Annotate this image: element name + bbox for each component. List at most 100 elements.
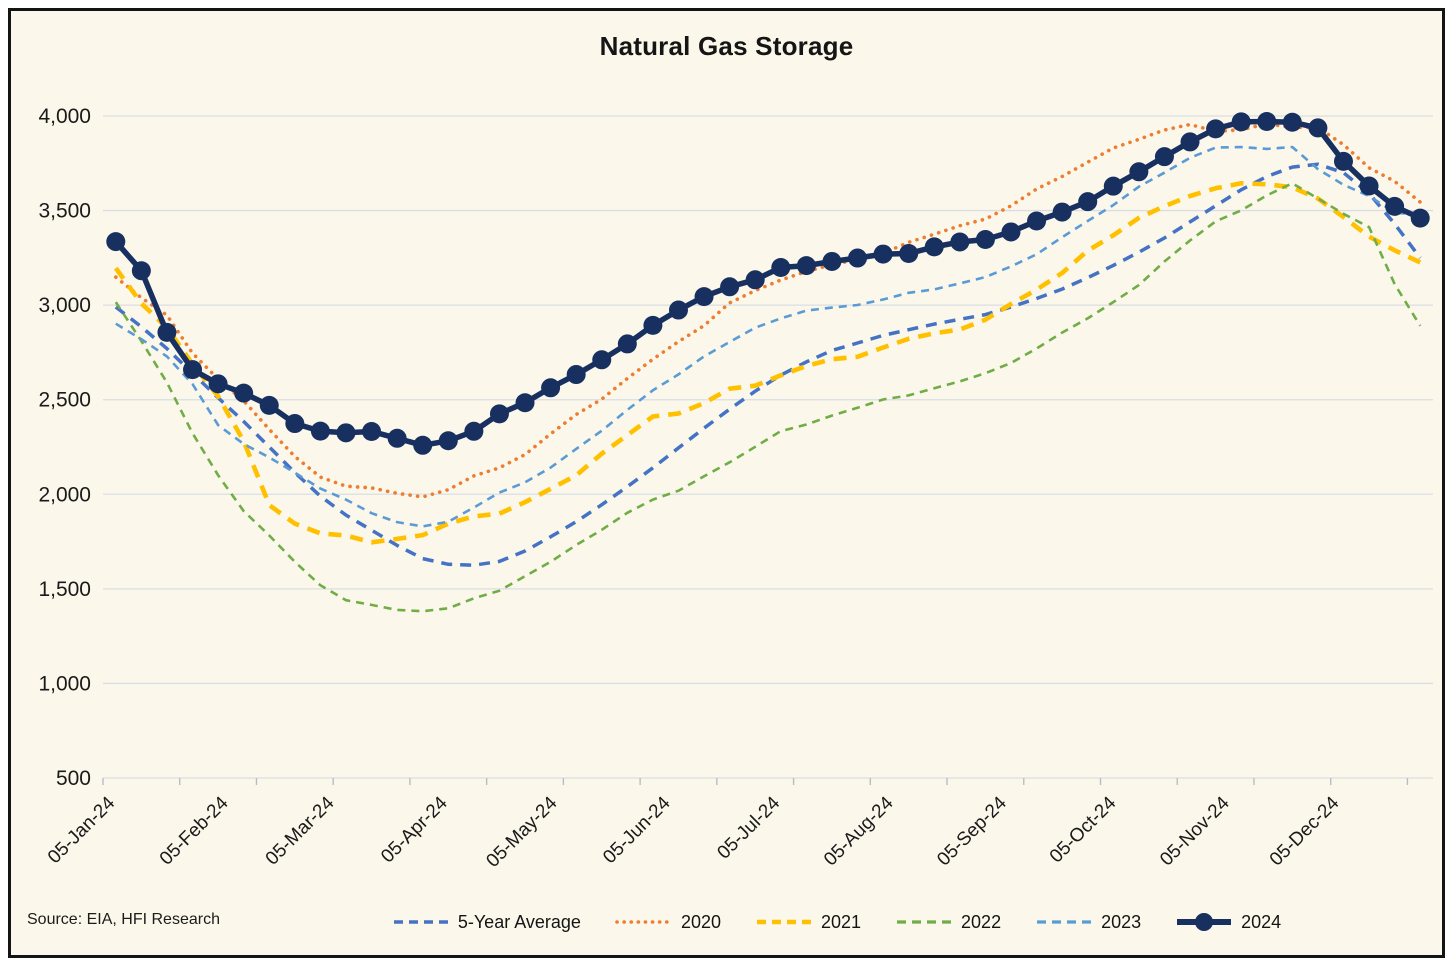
data-point-marker	[1027, 211, 1047, 231]
data-point-marker	[1333, 151, 1353, 171]
x-tick-label: 05-Sep-24	[933, 792, 1011, 870]
series-line	[115, 145, 1421, 528]
legend-label: 2020	[680, 911, 721, 932]
data-point-marker	[899, 244, 919, 264]
data-point-marker	[643, 315, 663, 335]
y-tick-label: 2,500	[38, 389, 91, 412]
legend-item-2021: 2021	[755, 912, 861, 933]
chart-footer: Source: EIA, HFI Research 5-Year Average…	[11, 899, 1442, 945]
data-point-marker	[1129, 162, 1149, 182]
series-line	[114, 162, 1422, 567]
data-point-marker	[234, 383, 254, 403]
gridlines	[103, 115, 1433, 779]
x-tick-label: 05-Mar-24	[262, 792, 339, 869]
y-axis-labels: 500 1,000 1,500 2,000 2,500 3,000 3,500 4,000	[38, 105, 91, 790]
x-tick-label: 05-Aug-24	[820, 792, 898, 870]
chart-title: Natural Gas Storage	[599, 31, 854, 61]
series-5-year-average	[114, 162, 1422, 567]
legend-label: 5-Year Average	[457, 911, 581, 932]
series-2022	[114, 182, 1422, 613]
data-point-marker	[848, 248, 868, 268]
data-point-marker	[1308, 118, 1328, 138]
data-point-marker	[1231, 112, 1251, 132]
data-point-marker	[1257, 111, 1277, 131]
x-tick-label: 05-Nov-24	[1156, 792, 1234, 870]
series-line	[113, 181, 1422, 545]
data-point-marker	[975, 230, 995, 250]
data-point-marker	[1180, 132, 1200, 152]
data-point-marker	[1103, 176, 1123, 196]
x-tick-label: 05-Dec-24	[1266, 792, 1344, 870]
data-point-marker	[489, 404, 509, 424]
data-point-marker	[924, 237, 944, 257]
data-point-marker	[745, 270, 765, 290]
legend-swatch	[756, 919, 811, 925]
legend-swatch	[1177, 913, 1232, 931]
data-point-marker	[1154, 147, 1174, 167]
series-2024	[106, 111, 1430, 455]
y-tick-label: 500	[56, 767, 91, 790]
x-axis-labels: 05-Jan-24 05-Feb-24 05-Mar-24 05-Apr-24 05-M…	[44, 792, 1344, 871]
data-point-marker	[362, 421, 382, 441]
data-point-marker	[438, 431, 458, 451]
legend-label: 2022	[961, 911, 1002, 932]
data-point-marker	[131, 261, 151, 281]
x-tick-label: 05-Oct-24	[1046, 792, 1121, 867]
x-tick-label: 05-Apr-24	[377, 792, 452, 867]
data-point-marker	[873, 244, 893, 264]
data-point-marker	[310, 421, 330, 441]
x-tick-label: 05-May-24	[482, 792, 561, 871]
y-tick-label: 1,500	[38, 578, 91, 601]
series-line	[114, 182, 1422, 613]
x-tick-label: 05-Feb-24	[156, 792, 233, 869]
data-point-marker	[336, 423, 356, 443]
data-point-marker	[566, 365, 586, 385]
data-point-marker	[1001, 222, 1021, 242]
legend-item-2024: 2024	[1175, 912, 1281, 933]
legend-item-2023: 2023	[1035, 912, 1141, 933]
data-point-marker	[950, 232, 970, 252]
source-note: Source: EIA, HFI Research	[27, 911, 220, 928]
data-point-marker	[592, 350, 612, 370]
legend-swatch	[393, 920, 448, 924]
data-point-marker	[668, 300, 688, 320]
data-point-marker	[1078, 192, 1098, 212]
data-point-marker	[515, 393, 535, 413]
data-point-marker	[796, 256, 816, 276]
y-tick-label: 2,000	[38, 483, 91, 506]
data-point-marker	[1282, 112, 1302, 132]
y-tick-label: 3,500	[38, 200, 91, 223]
data-point-marker	[157, 322, 177, 342]
y-tick-label: 4,000	[38, 105, 91, 128]
series-line	[114, 122, 1422, 499]
series-2021	[113, 181, 1422, 545]
x-tick-label: 05-Jan-24	[44, 792, 120, 868]
legend-swatch	[615, 920, 673, 924]
data-point-marker	[1359, 176, 1379, 196]
data-point-marker	[464, 421, 484, 441]
series-2023	[115, 145, 1421, 528]
chart-panel: Natural Gas Storage 500 1,000 1,500 2,000 2,…	[8, 8, 1445, 958]
legend-item-2020: 2020	[615, 912, 721, 933]
data-point-marker	[285, 414, 305, 434]
y-tick-label: 3,000	[38, 294, 91, 317]
x-tick-label: 05-Jun-24	[599, 792, 675, 868]
data-point-marker	[387, 428, 407, 448]
data-point-marker	[1410, 208, 1430, 228]
legend-label: 2023	[1101, 911, 1142, 932]
y-tick-label: 1,000	[38, 672, 91, 695]
legend-item-2022: 2022	[895, 912, 1001, 933]
data-point-marker	[720, 277, 740, 297]
data-point-marker	[183, 360, 203, 380]
series-2020	[114, 122, 1422, 499]
series-line	[113, 118, 1422, 449]
x-axis-ticks	[102, 778, 1409, 785]
legend-label: 2021	[820, 911, 862, 932]
legend-swatch	[897, 920, 952, 924]
data-point-marker	[413, 435, 433, 455]
x-tick-label: 05-Jul-24	[713, 792, 784, 863]
data-point-marker	[106, 232, 126, 252]
data-point-marker	[541, 378, 561, 398]
data-point-marker	[822, 251, 842, 271]
natural-gas-storage-line-chart: 500 1,000 1,500 2,000 2,500 3,000 3,500 4,000 05…	[38, 105, 1433, 872]
